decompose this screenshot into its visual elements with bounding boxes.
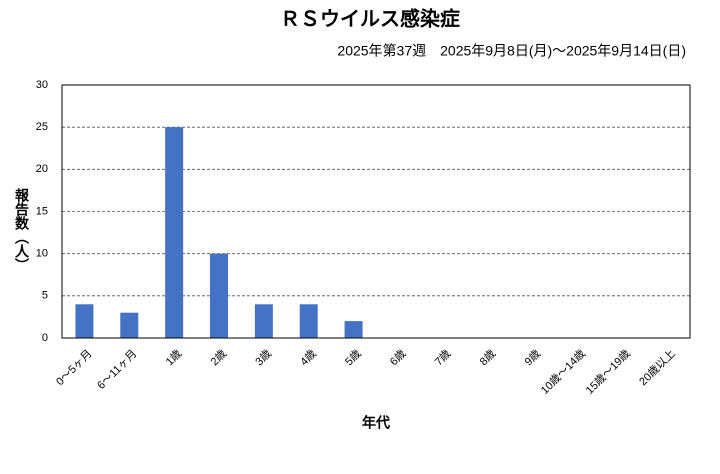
y-tick-label: 10 xyxy=(36,248,48,260)
x-tick-label: 6歳 xyxy=(387,347,408,368)
y-tick-label: 5 xyxy=(42,290,48,302)
y-axis-label: 報告数（人） xyxy=(14,187,30,272)
bar xyxy=(254,304,273,338)
bar xyxy=(75,304,94,338)
y-tick-label: 20 xyxy=(36,163,48,175)
bar xyxy=(120,312,139,338)
bar xyxy=(299,304,318,338)
x-tick-label: 5歳 xyxy=(342,347,363,368)
x-tick-label: 10歳～14歳 xyxy=(538,347,588,397)
y-tick-label: 30 xyxy=(36,79,48,91)
bar xyxy=(210,253,228,338)
chart-subtitle: 2025年第37週 2025年9月8日(月)～2025年9月14日(日) xyxy=(337,43,686,59)
y-tick-label: 0 xyxy=(42,332,48,344)
plot-border xyxy=(61,84,691,339)
x-tick-label: 20歳以上 xyxy=(637,347,678,388)
x-tick-label: 7歳 xyxy=(432,347,453,368)
y-tick-label: 15 xyxy=(36,205,48,217)
x-tick-label: 0～5ヶ月 xyxy=(54,348,94,388)
x-tick-label: 9歳 xyxy=(522,347,543,368)
chart-title: ＲＳウイルス感染症 xyxy=(280,6,460,30)
x-tick-label: 6～11ヶ月 xyxy=(95,348,139,392)
x-tick-label: 4歳 xyxy=(298,347,319,368)
x-tick-label: 2歳 xyxy=(208,347,229,368)
bar xyxy=(344,321,363,338)
x-tick-label: 3歳 xyxy=(253,347,274,368)
x-tick-label: 8歳 xyxy=(477,347,498,368)
x-tick-label: 1歳 xyxy=(163,347,184,368)
y-tick-label: 25 xyxy=(36,121,48,133)
x-tick-label: 15歳～19歳 xyxy=(583,347,633,397)
x-axis-label: 年代 xyxy=(362,415,390,431)
bar xyxy=(165,127,184,339)
